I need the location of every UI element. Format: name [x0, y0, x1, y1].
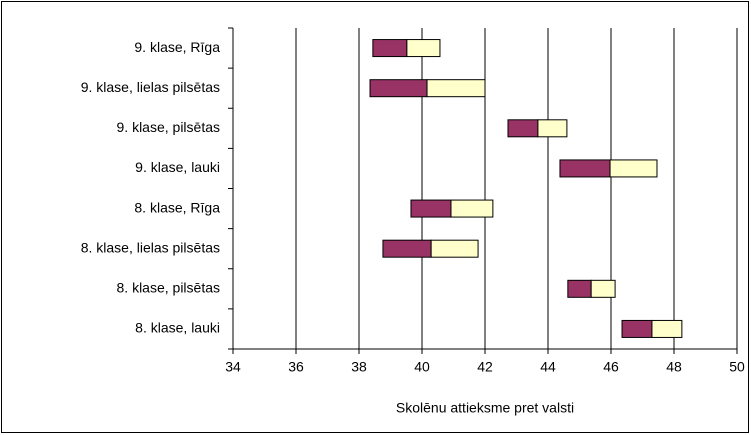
bar	[590, 279, 616, 298]
x-tick-label: 42	[477, 359, 493, 375]
bar	[609, 159, 658, 178]
y-tick-label: 8. klase, lauki	[135, 320, 220, 336]
bar	[372, 39, 408, 58]
x-tick-label: 48	[666, 359, 682, 375]
y-tick-label: 9. klase, lauki	[135, 159, 220, 175]
x-tick-label: 50	[729, 359, 745, 375]
y-tick-label: 9. klase, pilsētas	[117, 119, 221, 135]
bar	[507, 119, 539, 138]
bar	[537, 119, 568, 138]
x-tick-label: 44	[540, 359, 556, 375]
x-axis-title: Skolēnu attieksme pret valsti	[396, 400, 574, 416]
bar	[406, 39, 441, 58]
x-tick-label: 46	[603, 359, 619, 375]
bar	[621, 319, 653, 338]
bar	[567, 279, 592, 298]
y-tick-label: 8. klase, lielas pilsētas	[81, 239, 220, 255]
bar	[426, 79, 486, 98]
x-tick-label: 36	[288, 359, 304, 375]
y-tick-label: 8. klase, Rīga	[134, 199, 220, 215]
y-tick-label: 9. klase, lielas pilsētas	[81, 79, 220, 95]
bar	[382, 239, 432, 258]
bar	[651, 319, 683, 338]
bar	[430, 239, 479, 258]
bar	[559, 159, 611, 178]
y-tick-label: 9. klase, Rīga	[134, 39, 220, 55]
x-tick-label: 38	[351, 359, 367, 375]
y-tick-label: 8. klase, pilsētas	[117, 280, 221, 296]
bar	[369, 79, 428, 98]
x-tick-label: 34	[225, 359, 241, 375]
bar	[410, 199, 452, 218]
bar	[450, 199, 494, 218]
x-tick-label: 40	[414, 359, 430, 375]
